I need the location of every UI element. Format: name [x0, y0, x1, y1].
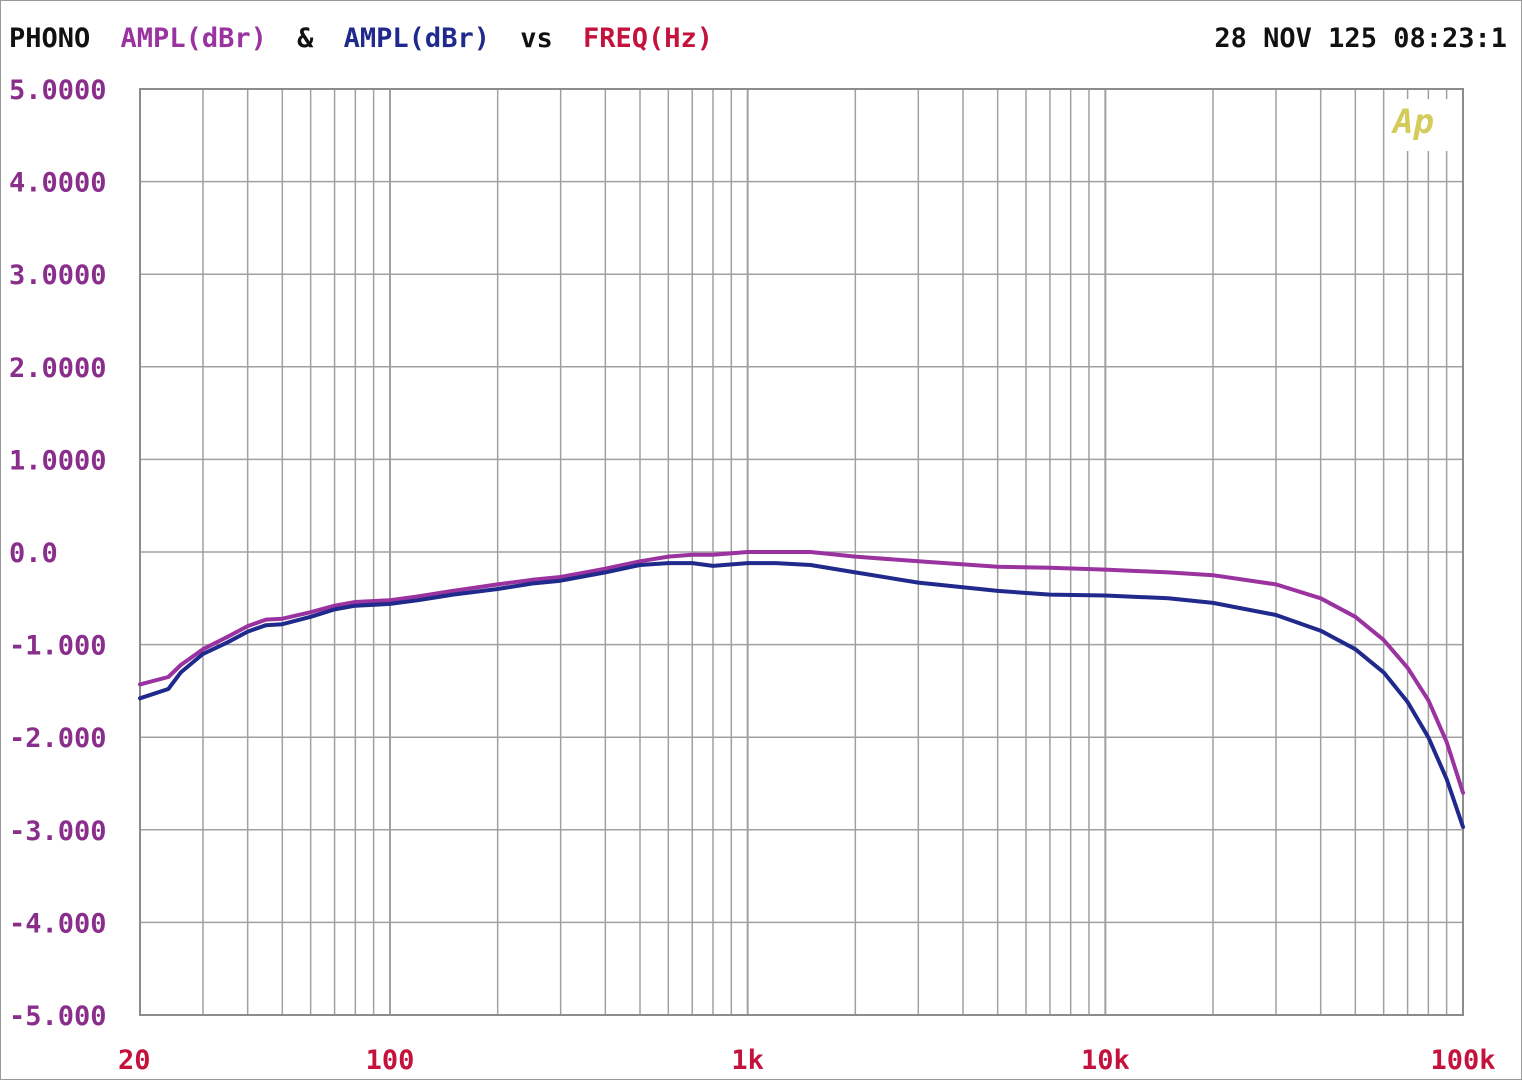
- series-line-b: [138, 561, 1465, 829]
- x-tick-label: 10k: [1081, 1045, 1130, 1076]
- y-tick-label: -1.000: [9, 631, 107, 662]
- ap-logo: Ap: [1391, 102, 1434, 142]
- y-tick-label: -2.000: [9, 723, 107, 754]
- y-tick-label: 3.0000: [9, 260, 107, 291]
- y-tick-label: 5.0000: [9, 75, 107, 106]
- series-group: [138, 550, 1465, 829]
- x-tick-label: 1k: [731, 1045, 764, 1076]
- y-tick-label: -5.000: [9, 1001, 107, 1032]
- logo-background: [1385, 99, 1455, 151]
- y-axis-ticks: 5.0000 4.0000 3.0000 2.0000 1.0000 0.0 -1.000 -…: [9, 75, 107, 1032]
- x-axis-ticks: 20 100 1k 10k 100k: [118, 1045, 1496, 1076]
- chart-header: PHONO AMPL(dBr) & AMPL(dBr) vs FREQ(Hz): [9, 23, 713, 54]
- header-vs: vs: [520, 23, 553, 54]
- header-series-b: AMPL(dBr): [344, 23, 490, 54]
- header-label: PHONO: [9, 23, 90, 54]
- header-series-a: AMPL(dBr): [121, 23, 267, 54]
- y-tick-label: -3.000: [9, 816, 107, 847]
- header-timestamp: 28 NOV 125 08:23:1: [1214, 23, 1507, 54]
- y-tick-label: -4.000: [9, 908, 107, 939]
- y-tick-label: 1.0000: [9, 445, 107, 476]
- y-tick-label: 4.0000: [9, 168, 107, 199]
- x-tick-label: 20: [118, 1045, 151, 1076]
- y-tick-label: 0.0: [9, 538, 58, 569]
- header-ampersand: &: [297, 23, 314, 54]
- series-line-a: [138, 550, 1465, 795]
- header-x-axis: FREQ(Hz): [583, 23, 713, 54]
- x-tick-label: 100: [366, 1045, 415, 1076]
- plot-border: [139, 88, 1464, 1016]
- y-tick-label: 2.0000: [9, 353, 107, 384]
- x-tick-label: 100k: [1430, 1045, 1495, 1076]
